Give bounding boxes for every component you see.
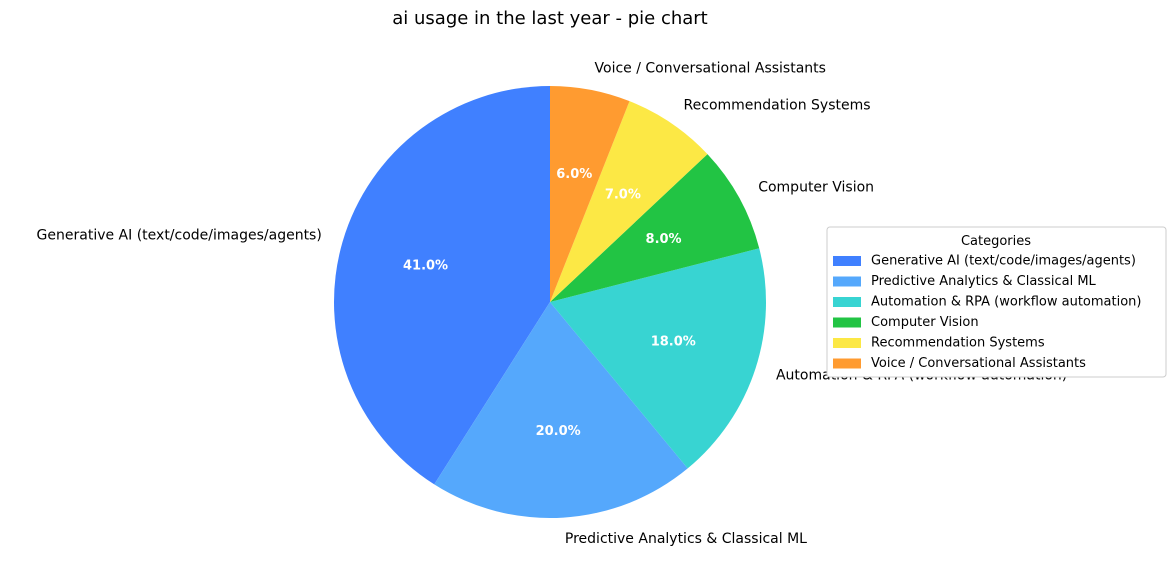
slice-category-label: Predictive Analytics & Classical ML xyxy=(565,531,807,547)
legend-label: Predictive Analytics & Classical ML xyxy=(871,274,1097,289)
chart-legend: Categories Generative AI (text/code/imag… xyxy=(826,226,1167,378)
pie-slice xyxy=(550,101,708,303)
slice-category-label: Computer Vision xyxy=(758,180,874,196)
chart-title: ai usage in the last year - pie chart xyxy=(392,8,707,29)
slice-category-label: Voice / Conversational Assistants xyxy=(595,61,826,77)
legend-swatch xyxy=(833,276,861,287)
slice-category-label: Recommendation Systems xyxy=(684,97,871,113)
pie-slice xyxy=(333,86,550,485)
legend-swatch xyxy=(833,338,861,348)
slice-category-label: Generative AI (text/code/images/agents) xyxy=(37,228,322,244)
pie-slice xyxy=(550,86,630,302)
legend-swatch xyxy=(833,358,861,369)
legend-label: Recommendation Systems xyxy=(871,336,1045,351)
slice-percent-label: 41.0% xyxy=(403,258,448,273)
legend-label: Generative AI (text/code/images/agents) xyxy=(871,254,1136,269)
legend-items: Generative AI (text/code/images/agents) P… xyxy=(833,254,1141,371)
legend-label: Automation & RPA (workflow automation) xyxy=(871,295,1141,310)
slice-percent-label: 18.0% xyxy=(651,335,696,350)
legend-swatch xyxy=(833,317,861,328)
slice-percent-label: 8.0% xyxy=(646,232,682,247)
slice-percent-label: 6.0% xyxy=(556,167,592,182)
legend-title: Categories xyxy=(961,234,1031,249)
pie-slices xyxy=(333,86,766,518)
legend-label: Voice / Conversational Assistants xyxy=(871,356,1086,371)
pie-percent-labels: 41.0% 20.0% 18.0% 8.0% 7.0% 6.0% xyxy=(403,167,696,439)
legend-label: Computer Vision xyxy=(871,315,979,330)
legend-swatch xyxy=(833,297,861,307)
pie-slice xyxy=(434,302,688,518)
legend-frame xyxy=(826,226,1167,378)
slice-percent-label: 20.0% xyxy=(536,424,581,439)
slice-percent-label: 7.0% xyxy=(605,187,641,202)
pie-slice xyxy=(550,248,766,469)
legend-swatch xyxy=(833,256,861,266)
pie-slice xyxy=(550,154,760,302)
